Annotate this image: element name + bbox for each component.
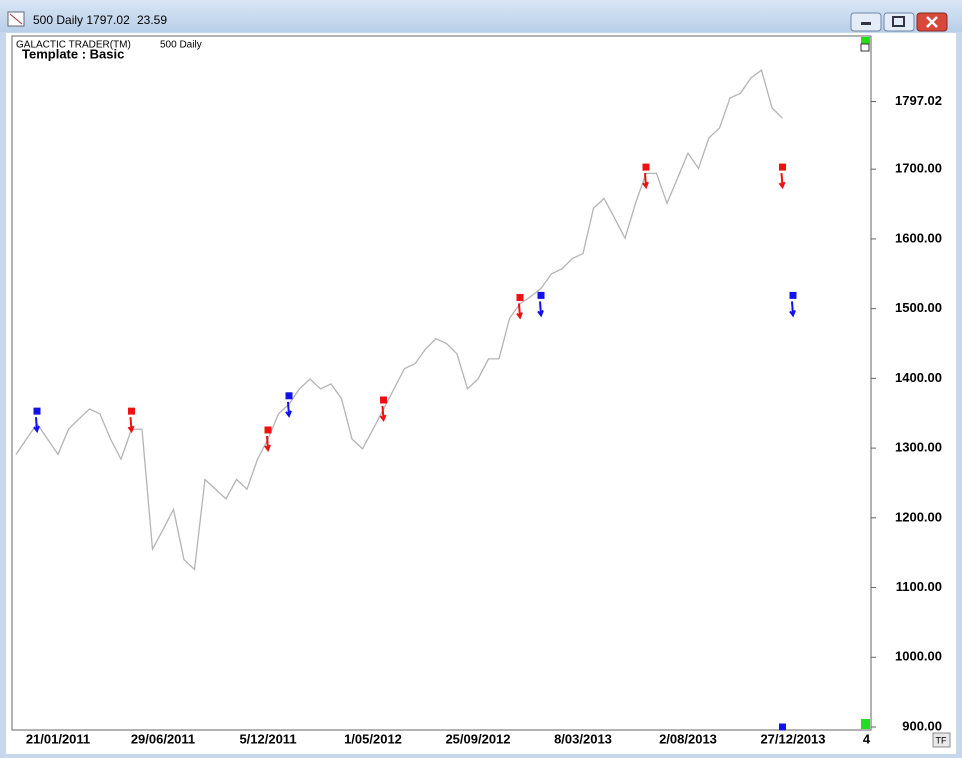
y-tick-label: 900.00	[902, 718, 942, 733]
app-icon-glyph	[9, 13, 23, 25]
close-glyph	[926, 16, 938, 28]
window-change: 23.59	[137, 13, 167, 27]
tf-button[interactable]	[932, 732, 951, 748]
template-label: Template : Basic	[22, 46, 124, 61]
signal-arrow	[537, 301, 544, 318]
corner-marker	[861, 37, 870, 44]
maximize-glyph	[892, 16, 905, 27]
signal-arrow	[127, 417, 135, 434]
signal-marker	[789, 291, 797, 299]
signal-marker	[380, 396, 387, 404]
signal-arrow	[285, 401, 292, 418]
x-tick-label: 21/01/2011	[26, 731, 90, 746]
signal-arrow	[264, 435, 271, 452]
signal-marker	[33, 407, 41, 415]
x-tick-label: 1/05/2012	[344, 731, 402, 746]
maximize-button[interactable]	[883, 12, 915, 32]
signal-arrow	[789, 301, 796, 318]
x-tick-label: 8/03/2013	[554, 731, 612, 746]
signal-arrow	[379, 405, 387, 423]
plot-area	[11, 35, 872, 731]
y-tick-label: 1100.00	[896, 579, 942, 594]
y-tick-label: 1300.00	[895, 440, 942, 455]
signal-marker	[264, 426, 272, 434]
corner-box	[860, 43, 870, 52]
x-tick-label: 2/08/2013	[659, 731, 717, 746]
x-tick-label: 5/12/2011	[239, 731, 296, 746]
corner-marker	[861, 719, 870, 729]
title-bar	[0, 0, 962, 32]
window-title: 500 Daily 1797.02	[33, 13, 130, 27]
x-tick-label: 25/09/2012	[445, 731, 510, 746]
y-tick-label: 1000.00	[895, 649, 942, 664]
tf-button-label[interactable]: TF	[936, 735, 947, 745]
signal-marker	[642, 163, 650, 171]
symbol-label: 500 Daily	[160, 40, 202, 51]
signal-marker	[285, 392, 293, 400]
price-line	[15, 69, 783, 571]
y-tick-label: 1500.00	[895, 300, 942, 315]
signal-marker	[779, 723, 786, 731]
signal-arrow	[778, 173, 786, 190]
signal-arrow	[33, 417, 40, 434]
x-tick-label: 27/12/2013	[760, 731, 825, 746]
signal-marker	[128, 407, 135, 415]
y-tick-label: 1200.00	[895, 509, 942, 524]
y-tick-label: 1400.00	[895, 370, 942, 385]
x-tick-label: 4	[863, 731, 871, 746]
brand-label: GALACTIC TRADER(TM)	[16, 40, 131, 51]
minimize-glyph	[861, 22, 871, 25]
y-tick-label: 1797.02	[895, 93, 942, 108]
y-tick-label: 1600.00	[895, 230, 942, 245]
signal-marker	[516, 293, 524, 301]
signal-marker	[779, 163, 786, 171]
signal-marker	[537, 291, 545, 299]
signal-arrow	[516, 303, 523, 320]
y-tick-label: 1700.00	[895, 161, 942, 176]
x-tick-label: 29/06/2011	[131, 731, 195, 746]
signal-arrow	[642, 173, 649, 190]
